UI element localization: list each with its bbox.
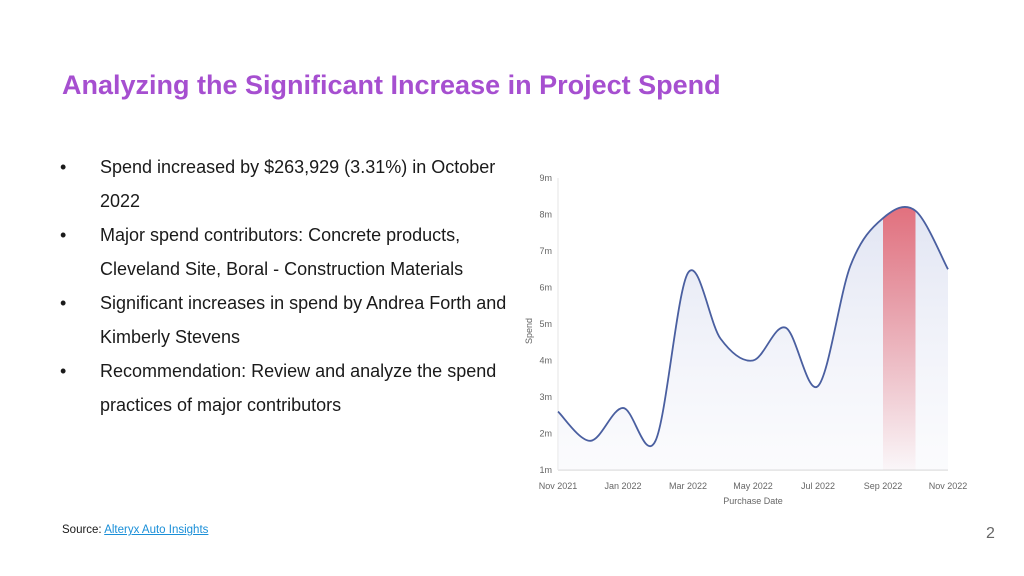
y-tick-label: 7m — [539, 246, 552, 256]
highlight-rect — [883, 206, 916, 470]
series-path — [557, 206, 949, 447]
x-tick-label: May 2022 — [733, 481, 773, 491]
x-axis-label: Purchase Date — [723, 496, 783, 506]
y-tick-label: 8m — [539, 210, 552, 220]
bullet-text: Recommendation: Review and analyze the s… — [100, 361, 497, 415]
y-tick-label: 9m — [539, 173, 552, 183]
bullet-text: Spend increased by $263,929 (3.31%) in O… — [100, 157, 496, 211]
bullet-symbol: • — [60, 157, 67, 177]
y-axis-label: Spend — [524, 318, 534, 344]
series-line — [557, 206, 949, 447]
x-tick-label: Nov 2021 — [539, 481, 578, 491]
y-tick-labels: 1m 2m 3m 4m 5m 6m 7m 8m 9m — [539, 173, 552, 475]
bullet-symbol: • — [60, 293, 67, 313]
y-tick-label: 1m — [539, 465, 552, 475]
slide-title: Analyzing the Significant Increase in Pr… — [62, 70, 721, 100]
source-note: Source: Alteryx Auto Insights — [62, 524, 208, 536]
bullet-item: • Major spend contributors: Concrete prod… — [60, 218, 510, 286]
bullet-item: • Recommendation: Review and analyze the … — [60, 354, 510, 422]
area-path — [558, 206, 948, 470]
highlight-band — [883, 206, 916, 470]
x-tick-label: Jan 2022 — [604, 481, 641, 491]
x-tick-label: Jul 2022 — [801, 481, 835, 491]
x-tick-label: Mar 2022 — [669, 481, 707, 491]
page-number: 2 — [986, 525, 995, 542]
bullet-symbol: • — [60, 225, 67, 245]
bullet-symbol: • — [60, 361, 67, 381]
bullet-list: • Spend increased by $263,929 (3.31%) in … — [60, 150, 510, 422]
bullet-text: Significant increases in spend by Andrea… — [100, 293, 507, 347]
y-tick-label: 6m — [539, 283, 552, 293]
bullet-item: • Significant increases in spend by Andre… — [60, 286, 510, 354]
x-tick-label: Sep 2022 — [864, 481, 903, 491]
source-label: Source: — [62, 524, 102, 536]
y-tick-label: 3m — [539, 392, 552, 402]
x-tick-labels: Nov 2021 Jan 2022 Mar 2022 May 2022 Jul 2022… — [539, 481, 968, 491]
bullet-text: Major spend contributors: Concrete produ… — [100, 225, 464, 279]
y-tick-label: 4m — [539, 356, 552, 366]
spend-chart: 1m 2m 3m 4m 5m 6m 7m 8m 9m Nov 2021 Jan 2022 Mar 2… — [524, 173, 968, 506]
x-tick-label: Nov 2022 — [929, 481, 968, 491]
bullet-item: • Spend increased by $263,929 (3.31%) in … — [60, 150, 510, 218]
y-tick-label: 2m — [539, 429, 552, 439]
source-link[interactable]: Alteryx Auto Insights — [104, 524, 209, 536]
area-fill — [558, 206, 948, 470]
y-tick-label: 5m — [539, 319, 552, 329]
